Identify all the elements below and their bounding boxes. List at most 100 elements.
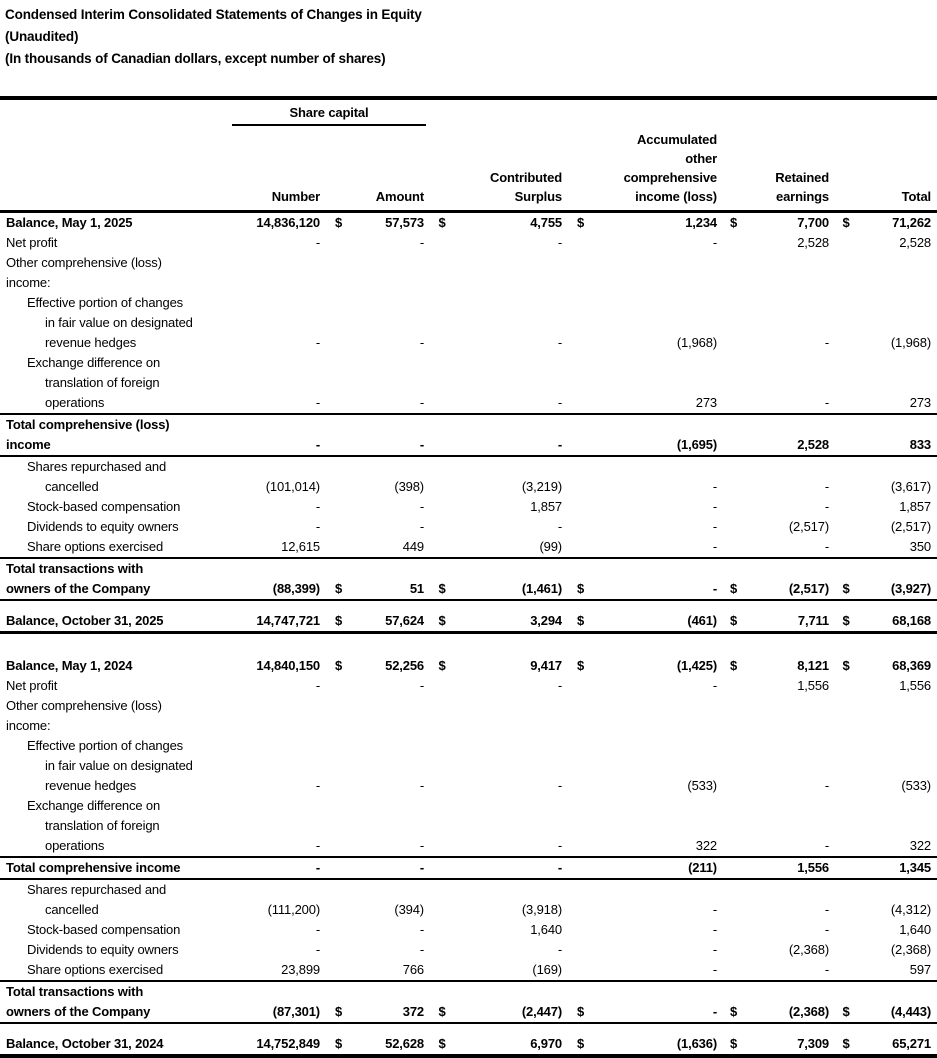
cell-tot: [861, 313, 937, 333]
currency-symbol: [718, 273, 749, 293]
cell-tot: 1,345: [861, 857, 937, 880]
row-label: revenue hedges: [45, 778, 137, 793]
currency-symbol: [426, 879, 458, 900]
table-row: Balance, October 31, 2025 14,747,721 $57,6…: [0, 611, 937, 634]
cell-sur: (1,461): [458, 579, 565, 601]
table-row: income - - - (1,695) 2,528 833: [0, 435, 937, 457]
cell-ret: -: [749, 537, 831, 559]
currency-symbol: $: [322, 579, 355, 601]
cell-aoc: [596, 313, 718, 333]
currency-symbol: [426, 456, 458, 477]
table-row: income:: [0, 273, 937, 293]
cell-num: [232, 253, 322, 273]
cell-aoc: (533): [687, 778, 717, 793]
cell-sur: 4,755: [530, 215, 562, 230]
currency-symbol: [718, 960, 749, 982]
col-header-spacer: [426, 125, 458, 213]
statement-body: Balance, May 1, 2025 14,836,120 $57,573 $4,…: [0, 212, 937, 1058]
currency-symbol: [565, 435, 596, 457]
currency-symbol: [718, 756, 749, 776]
currency-symbol: [322, 776, 355, 796]
currency-symbol: [718, 353, 749, 373]
cell-aoc: [596, 816, 718, 836]
col-header-number: Number: [232, 125, 322, 213]
cell-num: [232, 313, 322, 333]
currency-symbol: [831, 233, 861, 253]
currency-symbol: [565, 393, 596, 415]
currency-symbol: [322, 756, 355, 776]
cell-num: 14,747,721: [232, 611, 322, 634]
currency-symbol: $: [842, 658, 850, 673]
currency-symbol: [565, 273, 596, 293]
currency-symbol: [831, 836, 861, 858]
cell-amt: [355, 816, 426, 836]
currency-symbol: [831, 273, 861, 293]
cell-tot: 1,857: [899, 499, 931, 514]
cell-ret: [749, 696, 831, 716]
table-row: Effective portion of changes: [0, 293, 937, 313]
currency-symbol: [426, 233, 458, 253]
cell-amt: [355, 558, 426, 579]
group-header-row: Share capital: [0, 98, 937, 126]
table-row: Effective portion of changes: [0, 736, 937, 756]
currency-symbol: [322, 497, 355, 517]
cell-num: -: [232, 435, 322, 457]
currency-symbol: [322, 696, 355, 716]
cell-aoc: -: [596, 537, 718, 559]
currency-symbol: [718, 435, 749, 457]
cell-amt: [355, 373, 426, 393]
cell-ret: [749, 353, 831, 373]
currency-symbol: [565, 497, 596, 517]
cell-num: -: [315, 499, 320, 514]
cell-amt: (394): [394, 902, 424, 917]
cell-tot: [861, 696, 937, 716]
cell-sur: [458, 273, 565, 293]
cell-sur: 6,970: [458, 1034, 565, 1058]
cell-sur: -: [458, 435, 565, 457]
table-row: translation of foreign: [0, 816, 937, 836]
currency-symbol: [831, 816, 861, 836]
currency-symbol: [718, 477, 749, 497]
cell-ret: 1,556: [749, 857, 831, 880]
currency-symbol: [718, 836, 749, 858]
cell-amt: [355, 696, 426, 716]
currency-symbol: [322, 736, 355, 756]
currency-symbol: [565, 313, 596, 333]
currency-symbol: [322, 414, 355, 435]
table-row: in fair value on designated: [0, 313, 937, 333]
col-header-retained-earnings: Retained earnings: [749, 125, 831, 213]
cell-tot: (2,517): [890, 519, 931, 534]
row-label: Balance, May 1, 2025: [6, 215, 133, 230]
currency-symbol: [565, 517, 596, 537]
table-row: Net profit - - - - 2,528 2,528: [0, 233, 937, 253]
table-row: Shares repurchased and: [0, 879, 937, 900]
currency-symbol: $: [426, 611, 458, 634]
cell-tot: 1,640: [899, 922, 931, 937]
table-row: operations - - -273-273: [0, 393, 937, 415]
cell-tot: (3,927): [861, 579, 937, 601]
row-label: revenue hedges: [45, 335, 137, 350]
cell-amt: -: [419, 335, 424, 350]
currency-symbol: [718, 816, 749, 836]
cell-tot: [861, 879, 937, 900]
cell-num: [232, 353, 322, 373]
currency-symbol: [565, 716, 596, 736]
currency-symbol: [565, 373, 596, 393]
cell-ret: [749, 373, 831, 393]
currency-symbol: [322, 313, 355, 333]
col-header-spacer: [322, 125, 355, 213]
currency-symbol: [322, 373, 355, 393]
row-label: Total transactions with: [6, 561, 144, 576]
currency-symbol: [322, 676, 355, 696]
currency-symbol: $: [565, 579, 596, 601]
cell-sur: [458, 414, 565, 435]
cell-aoc: [596, 696, 718, 716]
cell-ret: (2,517): [749, 579, 831, 601]
cell-amt: 57,573: [385, 215, 424, 230]
currency-symbol: [831, 497, 861, 517]
currency-symbol: [718, 736, 749, 756]
currency-symbol: [718, 253, 749, 273]
cell-num: [232, 273, 322, 293]
cell-tot: 322: [861, 836, 937, 858]
currency-symbol: [831, 981, 861, 1002]
